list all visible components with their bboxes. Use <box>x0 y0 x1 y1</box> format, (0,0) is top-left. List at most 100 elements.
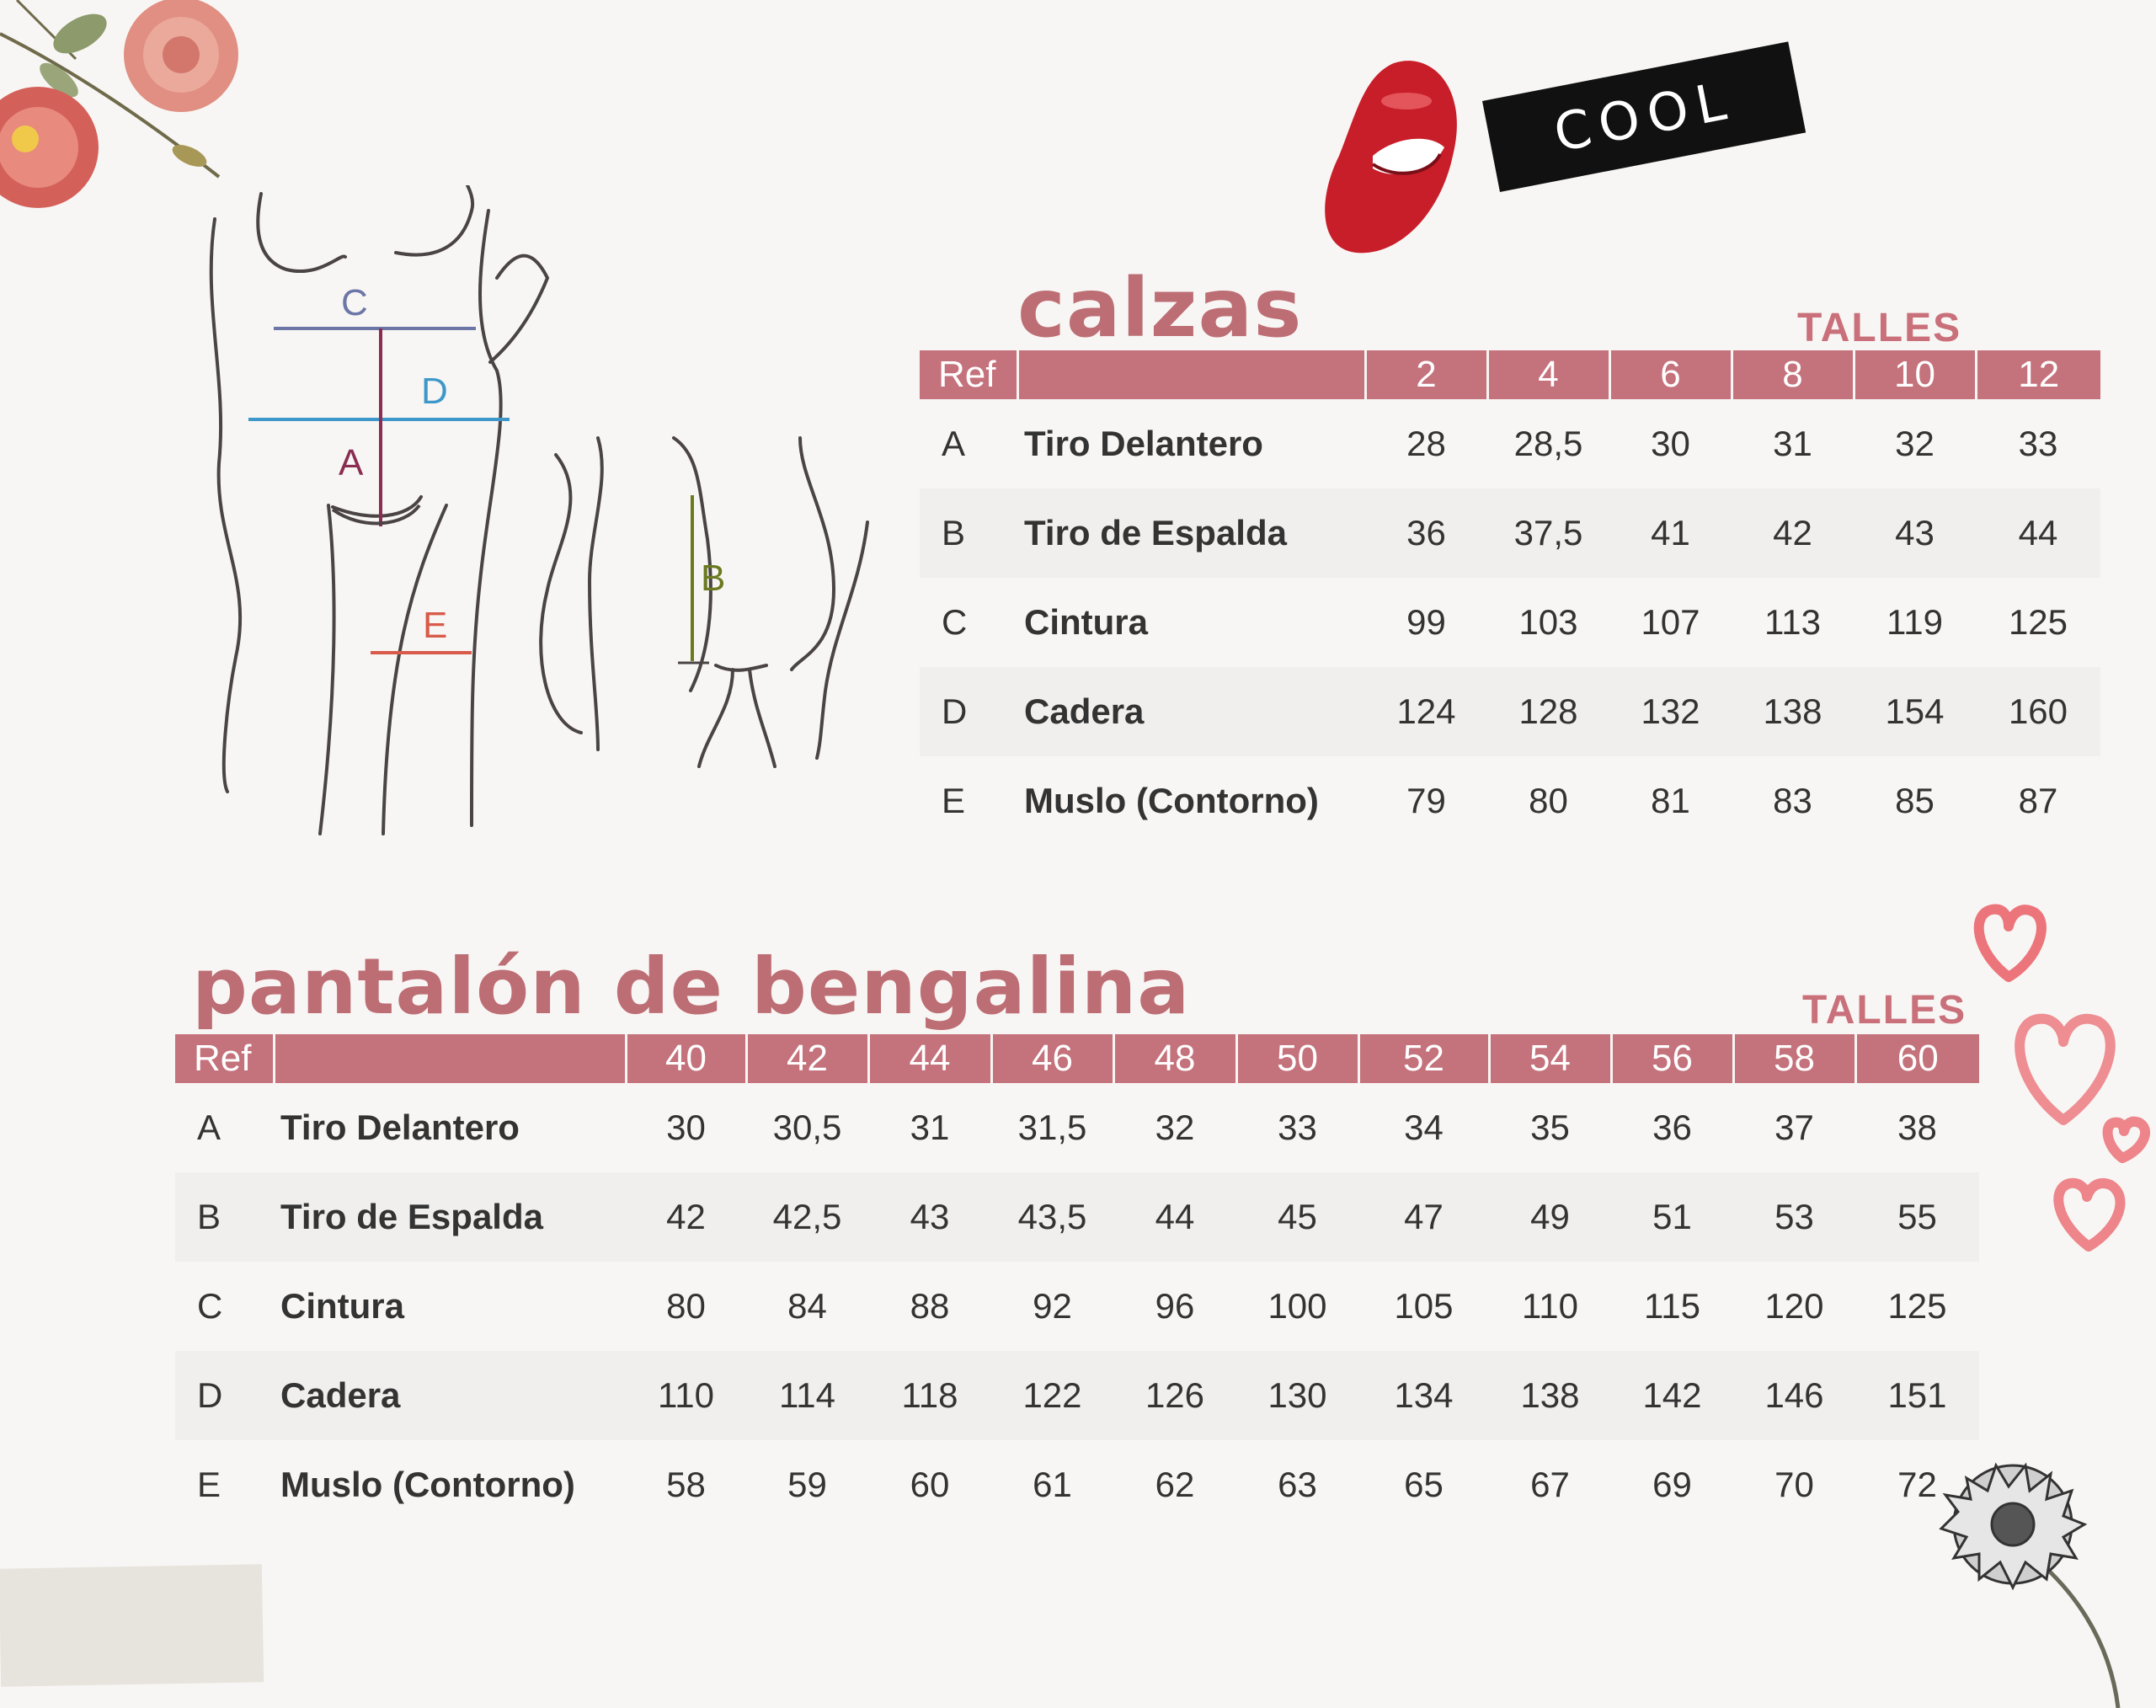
size-header: 46 <box>990 1034 1113 1083</box>
measure-name: Muslo (Contorno) <box>1024 781 1319 820</box>
cell-value: 60 <box>910 1465 950 1504</box>
cell-value: 61 <box>1033 1465 1072 1504</box>
table-row: B Tiro de Espalda 36 37,5 41 42 43 44 <box>920 488 2100 578</box>
size-header: 42 <box>744 1034 868 1083</box>
cell-value: 160 <box>1976 667 2100 756</box>
cell-value: 35 <box>1530 1108 1570 1147</box>
cell-value: 92 <box>1033 1286 1072 1326</box>
bengalina-header-row: Ref 40 42 44 46 48 50 52 54 56 58 60 <box>175 1034 1979 1083</box>
size-header: 48 <box>1112 1034 1236 1083</box>
cell-value: 36 <box>1652 1108 1692 1147</box>
cell-value: 126 <box>1113 1351 1236 1440</box>
cell-value: 32 <box>1155 1108 1195 1147</box>
cell-value: 110 <box>626 1351 746 1440</box>
row-ref: A <box>942 424 966 463</box>
measure-name: Muslo (Contorno) <box>280 1465 575 1504</box>
size-header: 44 <box>867 1034 991 1083</box>
measure-name: Cadera <box>274 1351 626 1440</box>
measure-header <box>1016 350 1365 399</box>
cell-value: 67 <box>1530 1465 1570 1504</box>
cell-value: 42 <box>1732 488 1854 578</box>
calzas-size-table: Ref 2 4 6 8 10 12 A Tiro Delantero 28 28… <box>920 350 2100 846</box>
calzas-talles-label: TALLES <box>1797 306 1962 350</box>
size-header: 6 <box>1608 350 1732 399</box>
cell-value: 122 <box>991 1351 1113 1440</box>
cell-value: 85 <box>1895 781 1935 820</box>
cell-value: 44 <box>1113 1172 1236 1262</box>
bengalina-title: pantalón de bengalina <box>192 942 1191 1032</box>
hearts-decoration <box>1973 904 2150 1252</box>
row-ref: C <box>942 602 968 642</box>
cell-value: 125 <box>2008 602 2068 642</box>
cell-value: 72 <box>1897 1465 1937 1504</box>
size-header: 8 <box>1730 350 1854 399</box>
cell-value: 65 <box>1404 1465 1444 1504</box>
table-row: E Muslo (Contorno) 79 80 81 83 85 87 <box>920 756 2100 846</box>
cell-value: 130 <box>1236 1351 1358 1440</box>
diagram-letter-e: E <box>423 605 448 646</box>
cell-value: 47 <box>1358 1172 1489 1262</box>
cell-value: 115 <box>1644 1286 1700 1326</box>
measure-name: Cadera <box>1017 667 1365 756</box>
table-row: A Tiro Delantero 30 30,5 31 31,5 32 33 3… <box>175 1083 1979 1172</box>
cell-value: 88 <box>910 1286 950 1326</box>
measure-name: Tiro Delantero <box>280 1108 520 1147</box>
row-ref: C <box>197 1286 223 1326</box>
cell-value: 83 <box>1773 781 1812 820</box>
cell-value: 33 <box>1278 1108 1317 1147</box>
cell-value: 70 <box>1774 1465 1814 1504</box>
row-ref: D <box>920 667 1017 756</box>
cell-value: 36 <box>1365 488 1487 578</box>
cell-value: 42,5 <box>746 1172 868 1262</box>
cell-value: 118 <box>868 1351 991 1440</box>
cell-value: 134 <box>1358 1351 1489 1440</box>
measure-header <box>272 1034 626 1083</box>
cell-value: 37 <box>1774 1108 1814 1147</box>
cell-value: 34 <box>1404 1108 1444 1147</box>
size-header: 52 <box>1357 1034 1489 1083</box>
measure-name: Tiro de Espalda <box>274 1172 626 1262</box>
diagram-letter-c: C <box>341 282 368 323</box>
cell-value: 146 <box>1733 1351 1855 1440</box>
table-row: D Cadera 124 128 132 138 154 160 <box>920 667 2100 756</box>
calzas-header-row: Ref 2 4 6 8 10 12 <box>920 350 2100 399</box>
size-header: 40 <box>624 1034 746 1083</box>
cell-value: 28,5 <box>1513 424 1583 463</box>
cell-value: 151 <box>1855 1351 1979 1440</box>
cell-value: 44 <box>1976 488 2100 578</box>
cell-value: 114 <box>746 1351 868 1440</box>
table-row: D Cadera 110 114 118 122 126 130 134 138… <box>175 1351 1979 1440</box>
table-row: C Cintura 99 103 107 113 119 125 <box>920 578 2100 667</box>
cell-value: 62 <box>1155 1465 1195 1504</box>
row-ref: A <box>197 1108 221 1147</box>
lips-sticker <box>1325 61 1457 254</box>
cell-value: 154 <box>1854 667 1976 756</box>
carnation-decoration <box>1939 1462 2121 1708</box>
table-row: A Tiro Delantero 28 28,5 30 31 32 33 <box>920 399 2100 488</box>
cell-value: 138 <box>1489 1351 1611 1440</box>
size-header: 54 <box>1487 1034 1611 1083</box>
cell-value: 45 <box>1236 1172 1358 1262</box>
body-measurement-diagram <box>209 185 869 835</box>
cell-value: 32 <box>1895 424 1935 463</box>
row-ref: E <box>197 1465 221 1504</box>
cell-value: 119 <box>1886 602 1943 642</box>
cool-label-text: COOL <box>1549 68 1739 164</box>
cell-value: 28 <box>1406 424 1446 463</box>
cell-value: 84 <box>787 1286 827 1326</box>
cell-value: 107 <box>1641 602 1700 642</box>
tape-decoration <box>0 1564 264 1687</box>
cell-value: 42 <box>626 1172 746 1262</box>
ref-header: Ref <box>920 350 1017 399</box>
cell-value: 43 <box>1854 488 1976 578</box>
cell-value: 31 <box>910 1108 950 1147</box>
cell-value: 79 <box>1406 781 1446 820</box>
cell-value: 33 <box>2018 424 2058 463</box>
cell-value: 55 <box>1855 1172 1979 1262</box>
cell-value: 37,5 <box>1487 488 1609 578</box>
cell-value: 69 <box>1652 1465 1692 1504</box>
flower-decoration-top-left <box>0 0 238 208</box>
cell-value: 30,5 <box>772 1108 842 1147</box>
cell-value: 30 <box>1651 424 1690 463</box>
cell-value: 30 <box>666 1108 706 1147</box>
